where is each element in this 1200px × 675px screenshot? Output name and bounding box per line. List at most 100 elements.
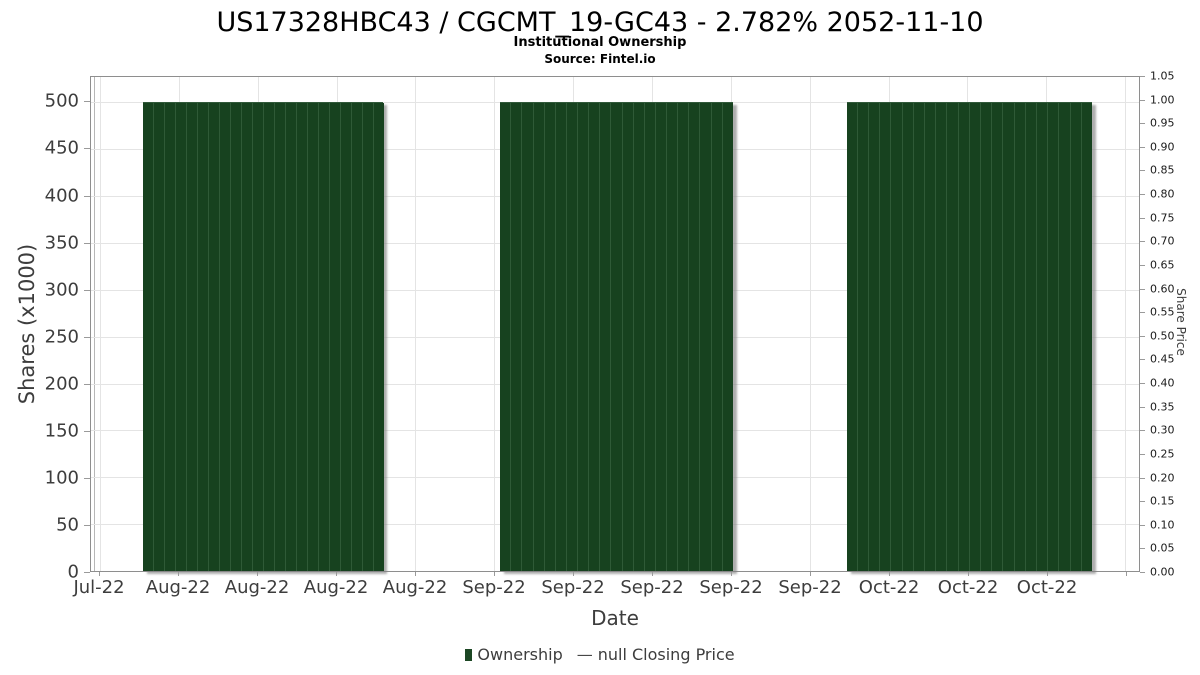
ownership-bar[interactable] (554, 103, 566, 571)
y-axis-right-tick (1140, 406, 1145, 408)
ownership-bar[interactable] (856, 103, 868, 571)
x-axis-tick-label: Sep-22 (462, 577, 526, 598)
y-axis-right-tick-label: 1.00 (1150, 93, 1175, 107)
ownership-bar[interactable] (510, 103, 522, 571)
ownership-bar[interactable] (721, 103, 733, 571)
x-axis-tick (1047, 572, 1049, 576)
ownership-bar[interactable] (968, 103, 981, 571)
ownership-bar[interactable] (185, 103, 197, 571)
ownership-bar[interactable] (666, 103, 678, 571)
ownership-bar[interactable] (306, 103, 318, 571)
ownership-bar[interactable] (912, 103, 925, 571)
ownership-bar[interactable] (207, 103, 219, 571)
ownership-bar[interactable] (957, 103, 969, 571)
y-axis-right-tick-label: 0.85 (1150, 163, 1175, 177)
y-axis-right-tick (1140, 524, 1145, 526)
x-axis-tick (415, 572, 417, 576)
ownership-bar[interactable] (643, 103, 655, 571)
y-axis-left-tick-label: 200 (44, 373, 79, 395)
ownership-bar[interactable] (699, 103, 711, 571)
ownership-bar[interactable] (632, 103, 644, 571)
ownership-bar[interactable] (868, 103, 880, 571)
ownership-bar[interactable] (1024, 103, 1037, 571)
y-axis-left-tick-label: 400 (44, 185, 79, 207)
ownership-bar[interactable] (350, 103, 362, 571)
y-axis-right-tick-label: 0.35 (1150, 400, 1175, 414)
ownership-bar[interactable] (229, 103, 241, 571)
ownership-bar-group[interactable] (142, 102, 384, 571)
ownership-bar[interactable] (1058, 103, 1070, 571)
ownership-bar[interactable] (196, 103, 208, 571)
ownership-bar[interactable] (163, 103, 175, 571)
x-axis-tick-label: Jul-22 (73, 577, 125, 598)
ownership-bar[interactable] (521, 103, 533, 571)
y-axis-right-tick-label: 0.05 (1150, 541, 1175, 555)
ownership-bar[interactable] (251, 103, 263, 571)
ownership-bar[interactable] (935, 103, 947, 571)
ownership-bar-group[interactable] (846, 102, 1093, 571)
ownership-bar[interactable] (1036, 103, 1048, 571)
y-axis-right-tick-label: 1.05 (1150, 69, 1175, 83)
y-axis-right-tick (1140, 288, 1145, 290)
y-axis-right-tick-label: 0.30 (1150, 423, 1175, 437)
ownership-bar[interactable] (565, 103, 578, 571)
ownership-bar[interactable] (879, 103, 891, 571)
y-axis-right-tick (1140, 264, 1145, 266)
ownership-bar[interactable] (152, 103, 164, 571)
ownership-bar[interactable] (174, 103, 186, 571)
v-gridline (415, 77, 417, 571)
ownership-bar[interactable] (654, 103, 667, 571)
ownership-bar[interactable] (273, 103, 285, 571)
y-axis-right-tick-label: 0.00 (1150, 565, 1175, 579)
ownership-bar[interactable] (901, 103, 913, 571)
ownership-bar[interactable] (361, 103, 373, 571)
ownership-bar[interactable] (284, 103, 296, 571)
ownership-bar[interactable] (500, 103, 511, 571)
ownership-bar[interactable] (1047, 103, 1059, 571)
ownership-bar[interactable] (328, 103, 340, 571)
ownership-bar[interactable] (240, 103, 252, 571)
ownership-bar[interactable] (1002, 103, 1014, 571)
ownership-bar[interactable] (1080, 103, 1093, 571)
ownership-bar[interactable] (991, 103, 1003, 571)
ownership-legend-swatch-icon[interactable] (465, 648, 473, 661)
ownership-bar[interactable] (577, 103, 589, 571)
ownership-bar[interactable] (317, 103, 329, 571)
closing-price-legend-label[interactable]: null Closing Price (597, 645, 735, 664)
ownership-bar[interactable] (532, 103, 544, 571)
ownership-bar[interactable] (924, 103, 936, 571)
ownership-bar[interactable] (710, 103, 722, 571)
ownership-bar[interactable] (142, 103, 153, 571)
ownership-bar[interactable] (846, 103, 857, 571)
y-axis-right-tick-label: 0.50 (1150, 329, 1175, 343)
x-axis-tick-label: Sep-22 (699, 577, 763, 598)
ownership-bar[interactable] (621, 103, 633, 571)
ownership-bar[interactable] (372, 103, 384, 571)
closing-price-legend-line-icon[interactable]: — (576, 645, 593, 664)
ownership-legend-label[interactable]: Ownership (477, 645, 563, 664)
y-axis-left-tick (84, 477, 90, 479)
ownership-bar[interactable] (262, 103, 274, 571)
ownership-bar[interactable] (688, 103, 700, 571)
ownership-bar[interactable] (543, 103, 555, 571)
x-axis-tick (652, 572, 654, 576)
v-gridline (100, 77, 101, 571)
ownership-bar[interactable] (599, 103, 611, 571)
ownership-bar[interactable] (890, 103, 902, 571)
ownership-bar[interactable] (1069, 103, 1081, 571)
ownership-bar[interactable] (295, 103, 307, 571)
x-axis-tick-label: Aug-22 (382, 577, 448, 598)
ownership-bar[interactable] (610, 103, 622, 571)
ownership-bar[interactable] (946, 103, 958, 571)
ownership-bar[interactable] (1013, 103, 1025, 571)
ownership-bar[interactable] (218, 103, 230, 571)
y-axis-left-tick-label: 450 (44, 137, 79, 159)
y-axis-left-tick-label: 150 (44, 420, 79, 442)
ownership-bar[interactable] (339, 103, 351, 571)
ownership-bar[interactable] (588, 103, 600, 571)
ownership-bar[interactable] (677, 103, 689, 571)
ownership-bar-group[interactable] (500, 102, 733, 571)
y-axis-left-tick (84, 572, 90, 573)
ownership-bar[interactable] (980, 103, 992, 571)
